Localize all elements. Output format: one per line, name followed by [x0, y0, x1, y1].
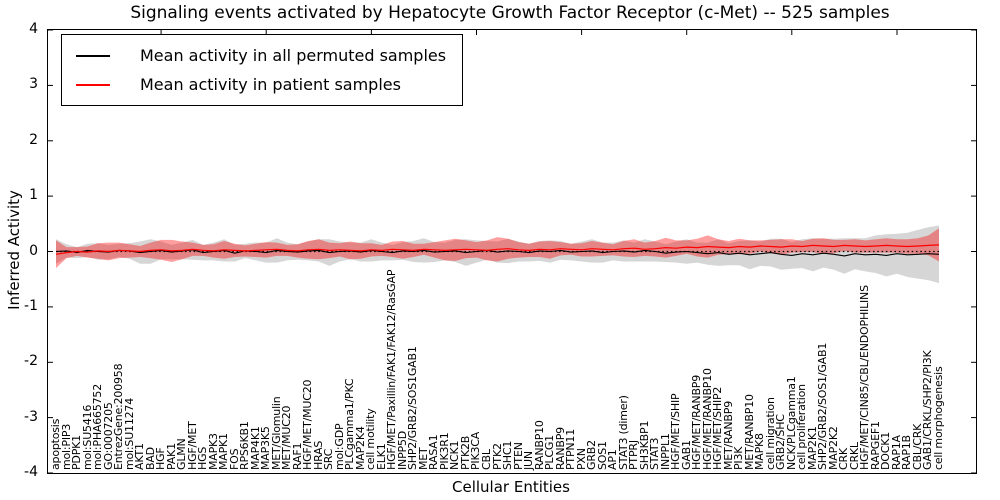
- legend-row-patient: Mean activity in patient samples: [76, 70, 446, 99]
- y-tick-label: -3: [24, 408, 38, 425]
- legend: Mean activity in all permuted samples Me…: [61, 34, 464, 106]
- chart-title: Signaling events activated by Hepatocyte…: [130, 3, 890, 23]
- y-tick-label: -1: [24, 297, 38, 314]
- legend-label-permuted: Mean activity in all permuted samples: [140, 46, 447, 65]
- plot-area: Mean activity in all permuted samples Me…: [47, 29, 977, 474]
- legend-line-patient-icon: [76, 83, 110, 86]
- y-tick-label: 0: [29, 242, 38, 259]
- y-tick-label: 3: [29, 76, 38, 93]
- patient-mean-line: [55, 244, 940, 255]
- chart-canvas: [48, 29, 976, 474]
- legend-label-patient: Mean activity in patient samples: [140, 75, 401, 94]
- permuted-std-band: [56, 225, 939, 284]
- y-tick-label: 2: [29, 131, 38, 148]
- y-tick-label: 1: [29, 187, 38, 204]
- legend-line-permuted-icon: [76, 54, 110, 57]
- y-tick-label: 4: [29, 21, 38, 37]
- y-axis-ticks: 4 3 2 1 0 -1 -2 -3 -4: [0, 21, 43, 480]
- y-tick-label: -4: [24, 464, 38, 480]
- y-axis-title: Inferred Activity: [5, 190, 23, 310]
- y-tick-label: -2: [24, 353, 38, 370]
- patient-std-band: [56, 228, 939, 269]
- legend-row-permuted: Mean activity in all permuted samples: [76, 41, 446, 70]
- permuted-mean-line: [55, 249, 940, 257]
- x-axis-title: Cellular Entities: [452, 478, 570, 496]
